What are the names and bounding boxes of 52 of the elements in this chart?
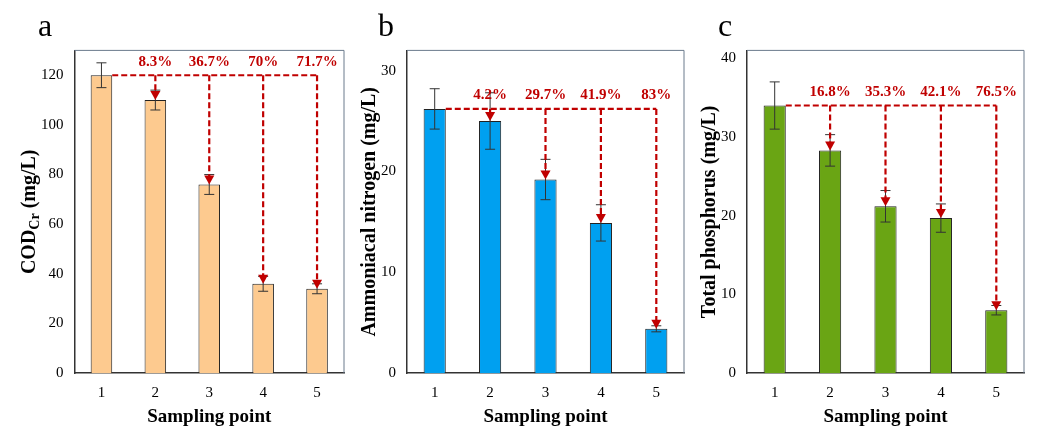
x-tick-label: 5 [652, 384, 661, 401]
annotation: 16.8% [809, 82, 851, 99]
y-axis-title: Ammoniacal nitrogen (mg/L) [357, 87, 381, 337]
x-tick-label: 3 [541, 384, 550, 401]
x-tick-label: 4 [259, 384, 268, 401]
y-tick-label: 20 [48, 314, 64, 331]
x-tick-label: 2 [486, 384, 494, 401]
y-tick-label: 100 [41, 115, 64, 132]
x-tick-label: 1 [430, 384, 439, 401]
x-axis-title: Sampling point [483, 404, 609, 426]
annotation: 42.1% [920, 82, 962, 99]
x-tick-label: 1 [770, 384, 779, 401]
chart-title: b [378, 6, 394, 43]
x-tick-label: 3 [881, 384, 890, 401]
x-tick-label: 5 [992, 384, 1001, 401]
annotation: 8.3% [138, 52, 173, 69]
y-tick-label: 60 [48, 215, 64, 232]
x-axis-title: Sampling point [823, 404, 949, 426]
y-tick-label: 80 [48, 165, 64, 182]
x-tick-label: 1 [97, 384, 106, 401]
y-tick-label: 20 [381, 162, 396, 179]
y-tick-label: 120 [41, 66, 64, 83]
y-tick-label: 30 [381, 61, 396, 78]
x-axis-title: Sampling point [147, 404, 272, 426]
y-tick-label: 10 [721, 285, 736, 302]
y-tick-label: 20 [721, 206, 736, 223]
y-axis-title: CODCr (mg/L) [17, 149, 42, 275]
annotation: 36.7% [188, 52, 230, 69]
y-tick-label: 10 [381, 263, 396, 280]
chart-title: c [718, 6, 733, 43]
x-tick-label: 2 [826, 384, 834, 401]
annotation: 76.5% [975, 82, 1017, 99]
y-axis-title: Total phosphorus (mg/L) [697, 105, 721, 319]
annotation: 4.2% [473, 86, 507, 103]
y-tick-label: 40 [721, 49, 736, 66]
annotation: 35.3% [864, 82, 907, 99]
x-tick-label: 2 [151, 384, 160, 401]
y-tick-label: 0 [56, 364, 64, 381]
annotation: 83% [641, 86, 672, 103]
y-tick-label: 40 [48, 264, 64, 281]
annotation: 71.7% [296, 52, 338, 69]
x-tick-label: 4 [937, 384, 946, 401]
x-tick-label: 3 [205, 384, 213, 401]
annotation: 29.7% [524, 86, 567, 103]
annotation: 41.9% [580, 86, 622, 103]
y-tick-label: 30 [721, 127, 736, 144]
x-tick-label: 5 [313, 384, 321, 401]
y-tick-label: 0 [388, 364, 396, 381]
annotation: 70% [248, 52, 279, 69]
x-tick-label: 4 [597, 384, 606, 401]
y-tick-label: 0 [728, 364, 736, 381]
chart-title: a [38, 6, 53, 43]
